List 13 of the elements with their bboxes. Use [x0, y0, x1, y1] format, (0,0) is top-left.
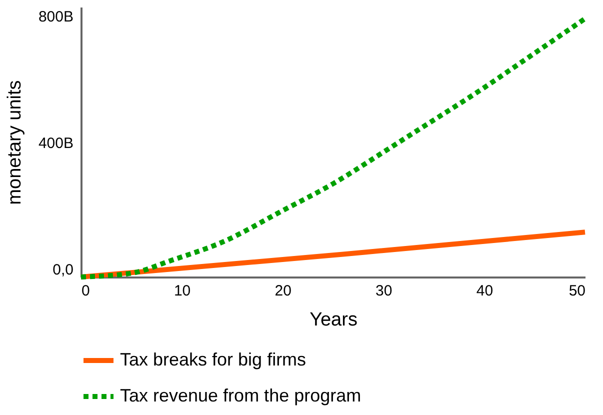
y-axis-title: monetary units: [4, 80, 26, 205]
y-tick-label: 0,0: [52, 262, 74, 279]
x-tick-label: 30: [376, 282, 392, 300]
y-tick-label: 400B: [38, 135, 74, 152]
legend-label: Tax revenue from the program: [120, 386, 362, 406]
x-tick-label: 0: [82, 282, 90, 300]
x-axis-title: Years: [310, 310, 358, 330]
x-tick-label: 20: [274, 282, 292, 300]
x-tick-label: 40: [476, 282, 494, 300]
y-tick-label: 800B: [38, 8, 74, 26]
legend-label: Tax breaks for big firms: [120, 350, 306, 370]
x-tick-label: 10: [174, 282, 191, 300]
x-tick-label: 50: [568, 282, 586, 300]
